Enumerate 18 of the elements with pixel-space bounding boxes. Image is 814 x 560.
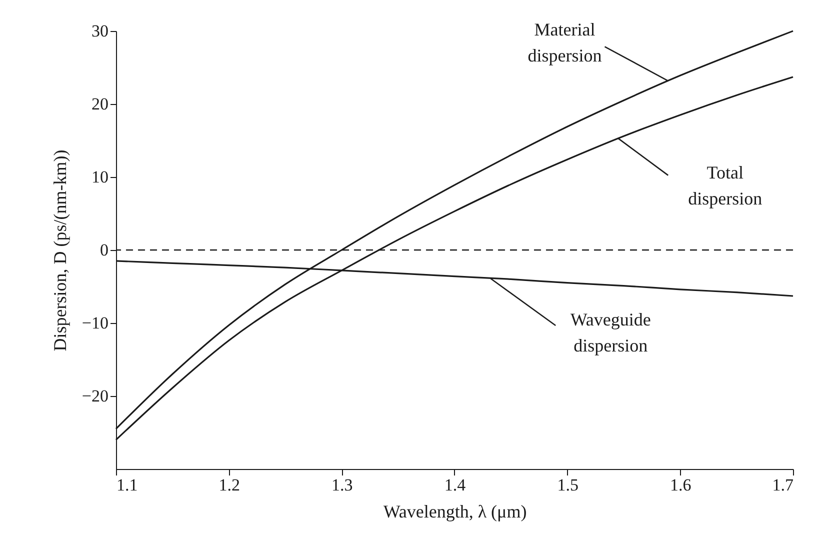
- x-tick-label: 1.3: [332, 476, 353, 494]
- y-tick-label: 0: [100, 240, 108, 260]
- x-tick-label: 1.7: [772, 476, 794, 494]
- y-tick-label: 10: [92, 168, 108, 186]
- x-tick-label: 1.2: [218, 476, 240, 494]
- x-axis-title: Wavelength, λ (μm): [383, 502, 527, 522]
- annotation: Waveguide dispersion: [570, 309, 651, 356]
- x-tick-label: 1.1: [116, 476, 138, 494]
- x-tick-label: 1.6: [670, 476, 692, 494]
- x-tick-label: 1.5: [557, 476, 578, 494]
- y-tick-label: −10: [82, 314, 108, 332]
- y-tick-label: 20: [92, 94, 108, 114]
- y-tick-label: −20: [82, 386, 108, 406]
- y-axis-title: Dispersion, D (ps/(nm-km)): [50, 150, 70, 352]
- annotation: Total dispersion: [688, 162, 762, 208]
- annotation: Material dispersion: [528, 20, 602, 66]
- x-tick-label: 1.4: [444, 476, 466, 494]
- y-tick-label: 30: [92, 22, 108, 40]
